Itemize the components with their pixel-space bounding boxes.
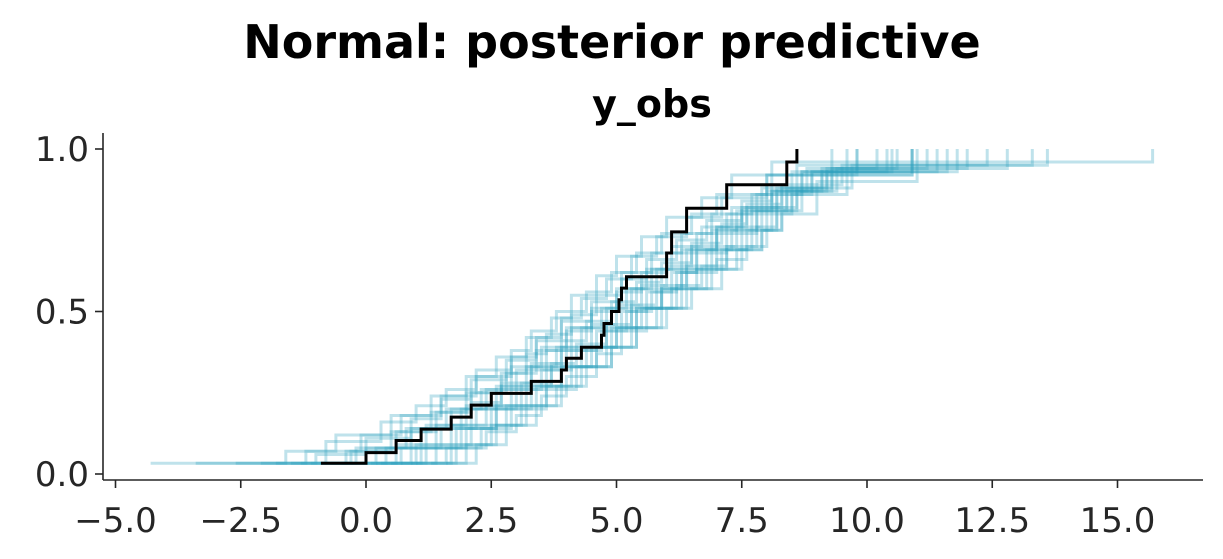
predictive-ecdf-line-18 xyxy=(411,149,849,465)
predictive-ecdf-line-12 xyxy=(401,149,859,465)
predictive-ecdf-line-8 xyxy=(275,149,959,465)
x-tick-label: 10.0 xyxy=(829,501,905,541)
axes-title: y_obs xyxy=(592,82,712,126)
chart-title: Normal: posterior predictive xyxy=(243,15,981,69)
predictive-ecdf-line-11 xyxy=(235,149,914,465)
predictive-ecdf-line-2 xyxy=(195,149,859,465)
x-tick-label: 0.0 xyxy=(339,501,393,541)
x-tick-label: −2.5 xyxy=(199,501,282,541)
predictive-ecdf-line-9 xyxy=(361,149,879,465)
observed-line-group xyxy=(320,149,799,465)
predictive-ecdf-line-4 xyxy=(300,149,1034,465)
x-tick-label: 2.5 xyxy=(464,501,518,541)
x-axis-ticks: −5.0 −2.5 0.0 2.5 5.0 7.5 10.0 12.5 15.0 xyxy=(74,480,1155,541)
predictive-ecdf-line-13 xyxy=(320,149,1009,465)
x-tick-label: 12.5 xyxy=(954,501,1030,541)
predictive-ecdf-line-20 xyxy=(446,149,914,465)
x-tick-label: 15.0 xyxy=(1080,501,1156,541)
predictive-ecdf-line-3 xyxy=(260,149,1155,465)
x-tick-label: −5.0 xyxy=(74,501,157,541)
predictive-ecdf-line-17 xyxy=(330,149,929,465)
y-tick-label: 1.0 xyxy=(35,130,89,170)
x-tick-label: 5.0 xyxy=(589,501,643,541)
predictive-ecdf-line-1 xyxy=(150,149,914,465)
y-axis-ticks: 0.0 0.5 1.0 xyxy=(35,130,103,495)
predictive-ecdf-line-5 xyxy=(371,149,919,465)
x-tick-label: 7.5 xyxy=(715,501,769,541)
y-tick-label: 0.5 xyxy=(35,293,89,333)
posterior-predictive-lines xyxy=(150,149,1155,465)
predictive-ecdf-line-16 xyxy=(381,149,1049,465)
observed-ecdf-line xyxy=(320,149,799,465)
predictive-ecdf-line-7 xyxy=(416,149,899,465)
predictive-ecdf-line-21 xyxy=(351,149,949,465)
predictive-ecdf-line-15 xyxy=(290,149,939,465)
y-tick-label: 0.0 xyxy=(35,455,89,495)
predictive-ecdf-line-10 xyxy=(391,149,834,465)
predictive-ecdf-line-22 xyxy=(376,149,894,465)
predictive-ecdf-line-14 xyxy=(431,149,889,465)
